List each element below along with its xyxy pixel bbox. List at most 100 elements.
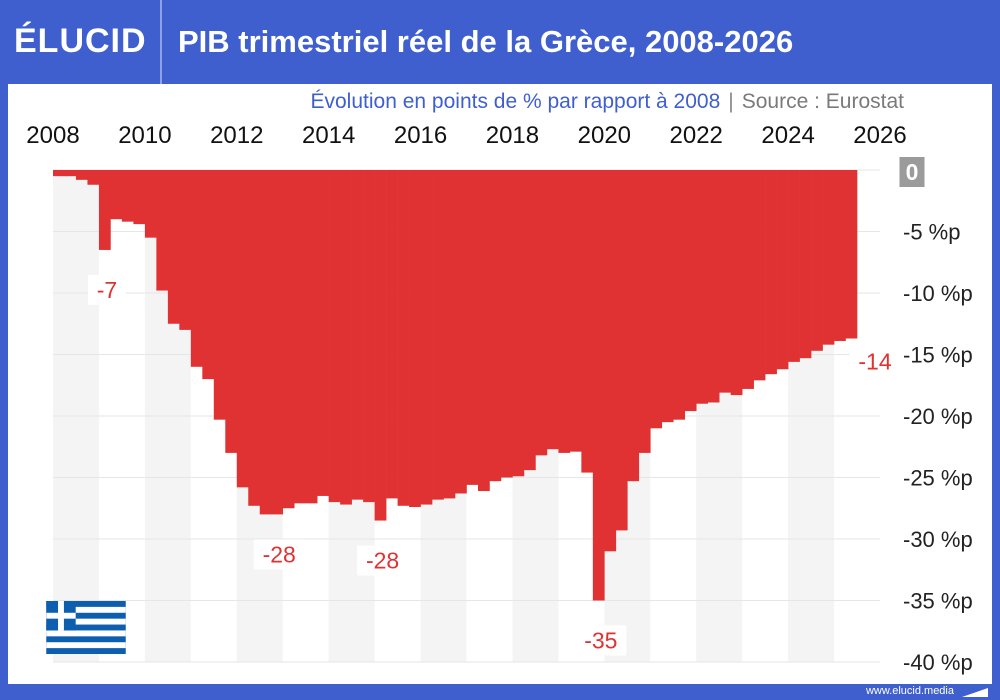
bar: [271, 170, 284, 515]
y-tick-label: -40 %p: [903, 650, 973, 675]
bar: [822, 170, 835, 345]
bar: [282, 170, 295, 509]
y-tick-label: -10 %p: [903, 281, 973, 306]
x-tick-label: 2012: [210, 122, 263, 149]
x-tick-label: 2024: [761, 122, 814, 149]
header-divider: [160, 0, 162, 84]
bar: [466, 170, 479, 485]
bar: [719, 170, 731, 393]
bar: [374, 170, 387, 521]
bar: [351, 170, 364, 500]
header: ÉLUCID PIB trimestriel réel de la Grèce,…: [0, 0, 1000, 84]
bar: [753, 170, 766, 381]
bar: [661, 170, 674, 423]
bar: [834, 170, 846, 341]
bar: [845, 170, 858, 339]
bar: [75, 170, 88, 180]
bar: [558, 170, 571, 453]
x-tick-label: 2020: [578, 122, 631, 149]
annotation-box: [575, 625, 627, 656]
y-tick-label: -20 %p: [903, 404, 973, 429]
bar: [190, 170, 203, 367]
bar: [650, 170, 663, 429]
bar: [317, 170, 329, 496]
bar: [546, 170, 559, 450]
annotation-label: -7: [97, 277, 117, 303]
y-tick-label: -35 %p: [903, 589, 973, 614]
y-tick-label: -25 %p: [903, 466, 973, 491]
x-tick-label: 2022: [670, 122, 723, 149]
bar: [500, 170, 513, 478]
x-tick-label: 2016: [394, 122, 447, 149]
x-tick-label: 2018: [486, 122, 539, 149]
y-tick-label: -30 %p: [903, 527, 973, 552]
annotation-box: [357, 545, 409, 576]
bar: [638, 170, 651, 453]
bar: [512, 170, 525, 477]
elucid-mark-icon: [962, 688, 988, 697]
bar: [477, 170, 490, 492]
bar: [340, 170, 352, 505]
annotation-label: 0: [906, 159, 919, 185]
bar: [110, 170, 123, 220]
subtitle-text: Évolution en points de % par rapport à 2…: [310, 90, 721, 113]
bar: [64, 170, 77, 177]
bar: [236, 170, 249, 488]
chart-subtitle: Évolution en points de % par rapport à 2…: [311, 90, 905, 114]
bar: [213, 170, 226, 420]
bar: [443, 170, 456, 499]
bar: [328, 170, 341, 503]
bar: [98, 170, 111, 250]
bar: [707, 170, 720, 403]
bar: [615, 170, 628, 531]
footer-url[interactable]: www.elucid.media: [865, 685, 954, 697]
annotation-label: -28: [263, 541, 296, 567]
greece-flag-icon: [46, 601, 126, 654]
bar: [167, 170, 180, 324]
bar: [455, 170, 467, 494]
bar: [730, 170, 743, 396]
annotation-box: [253, 539, 305, 570]
bar: [363, 170, 375, 503]
annotation-label: -14: [858, 349, 891, 375]
bar: [673, 170, 686, 420]
bar: [811, 170, 823, 351]
y-tick-label: -15 %p: [903, 343, 973, 368]
bar: [569, 170, 582, 452]
annotations: -7 -28 -28 -35 0 -14: [87, 157, 925, 656]
bar: [592, 170, 605, 601]
bar: [202, 170, 215, 380]
bar: [684, 170, 697, 412]
bar: [776, 170, 789, 370]
bar: [788, 170, 800, 362]
chart-title: PIB trimestriel réel de la Grèce, 2008-2…: [178, 24, 794, 59]
bar: [604, 170, 617, 552]
bar: [799, 170, 812, 359]
y-axis-ticks: -5 %p -10 %p -15 %p -20 %p -25 %p -30 %p -35 %…: [903, 220, 973, 676]
bar: [294, 170, 306, 504]
bar: [535, 170, 548, 456]
source-label: Source : Eurostat: [741, 90, 904, 113]
x-axis-ticks: 2008 2010 2012 2014 2016 2018 2020 2022 2024 2026: [26, 122, 906, 149]
bar: [696, 170, 709, 404]
bar: [53, 170, 65, 177]
bar: [742, 170, 754, 389]
x-tick-label: 2010: [118, 122, 171, 149]
bar: [144, 170, 157, 238]
annotation-label: -35: [584, 628, 617, 654]
bar: [581, 170, 594, 473]
bar: [179, 170, 192, 330]
bar: [386, 170, 398, 499]
bar: [305, 170, 318, 504]
bar: [489, 170, 502, 482]
bar: [133, 170, 146, 225]
x-tick-label: 2008: [26, 122, 79, 149]
bar: [409, 170, 421, 508]
bar: [432, 170, 444, 500]
bars: [53, 170, 858, 601]
x-tick-label: 2026: [853, 122, 906, 149]
bar: [259, 170, 272, 515]
annotation-box: [87, 274, 126, 305]
